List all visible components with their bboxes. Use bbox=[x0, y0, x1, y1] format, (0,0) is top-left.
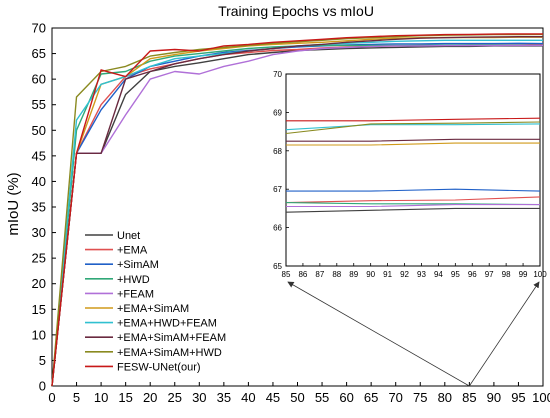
zoom-arrow-right bbox=[469, 281, 540, 387]
zoom-connectors bbox=[287, 281, 540, 387]
series-line-8 bbox=[51, 36, 543, 387]
x-tick-label: 5 bbox=[73, 390, 80, 405]
inset-series-line-10 bbox=[286, 117, 541, 122]
x-tick-label: 0 bbox=[48, 390, 55, 405]
inset-series-line-2 bbox=[285, 196, 541, 204]
y-tick-label: 60 bbox=[32, 72, 46, 87]
y-tick-label: 0 bbox=[39, 379, 46, 394]
x-tick-label: 30 bbox=[192, 390, 206, 405]
zoom-arrow-left bbox=[287, 281, 470, 387]
y-tick-label: 45 bbox=[32, 148, 46, 163]
inset-series-line-8 bbox=[286, 138, 540, 142]
x-tick-label: 45 bbox=[266, 390, 280, 405]
x-tick-label: 80 bbox=[438, 390, 452, 405]
x-tick-label: 20 bbox=[143, 390, 157, 405]
inset-y-tick-label: 65 bbox=[273, 262, 282, 271]
inset-x-tick-label: 94 bbox=[434, 270, 443, 279]
inset-series-line-3 bbox=[286, 188, 541, 192]
inset-x-tick-label: 92 bbox=[400, 270, 409, 279]
y-tick-label: 10 bbox=[32, 327, 46, 342]
x-tick-label: 75 bbox=[413, 390, 427, 405]
legend-label-5: +FEAM bbox=[117, 288, 154, 300]
inset-x-tick-label: 93 bbox=[417, 270, 426, 279]
inset-x-tick-label: 98 bbox=[502, 270, 511, 279]
inset-x-tick-label: 90 bbox=[366, 270, 375, 279]
series-line-10 bbox=[51, 33, 543, 387]
legend-label-3: +SimAM bbox=[117, 259, 159, 271]
chart-title: Training Epochs vs mIoU bbox=[218, 3, 374, 19]
y-tick-label: 20 bbox=[32, 276, 46, 291]
legend-label-9: +EMA+SimAM+HWD bbox=[117, 347, 222, 359]
legend-label-4: +HWD bbox=[117, 274, 150, 286]
inset-x-tick-label: 100 bbox=[533, 270, 547, 279]
y-tick-label: 40 bbox=[32, 174, 46, 189]
x-tick-label: 25 bbox=[168, 390, 182, 405]
legend-label-1: Unet bbox=[117, 230, 140, 242]
inset-y-tick-label: 67 bbox=[273, 185, 282, 194]
x-tick-label: 70 bbox=[388, 390, 402, 405]
y-tick-label: 70 bbox=[32, 21, 46, 36]
legend-label-2: +EMA bbox=[117, 245, 148, 257]
inset-plot-area: 85 86 87 88 89 90 91 92 93 94 95 96 97 98 99 100 65 66 67 6… bbox=[273, 70, 547, 279]
x-tick-label: 10 bbox=[94, 390, 108, 405]
inset-x-tick-label: 89 bbox=[349, 270, 358, 279]
y-tick-label: 50 bbox=[32, 123, 46, 138]
series-line-3 bbox=[51, 42, 544, 387]
x-tick-label: 95 bbox=[511, 390, 525, 405]
series-line-5 bbox=[51, 44, 543, 387]
legend-label-8: +EMA+SimAM+FEAM bbox=[117, 332, 226, 344]
inset-y-tick-label: 70 bbox=[273, 70, 282, 79]
x-tick-label: 65 bbox=[364, 390, 378, 405]
x-tick-label: 15 bbox=[118, 390, 132, 405]
y-tick-label: 35 bbox=[32, 200, 46, 215]
y-axis-label: mIoU (%) bbox=[5, 172, 22, 235]
x-tick-label: 55 bbox=[315, 390, 329, 405]
main-plot-area: 0 5 10 15 20 25 30 35 40 45 50 55 60 65 70 75 80 85 90 95 10… bbox=[32, 21, 550, 406]
x-tick-label: 50 bbox=[290, 390, 304, 405]
inset-x-tick-label: 87 bbox=[315, 270, 324, 279]
inset-y-tick-label: 68 bbox=[273, 147, 282, 156]
inset-series-line-6 bbox=[286, 142, 540, 146]
legend-label-10: FESW-UNet(our) bbox=[117, 361, 201, 373]
inset-x-tick-label: 85 bbox=[282, 270, 291, 279]
legend: Unet+EMA+SimAM+HWD+FEAM+EMA+SimAM+EMA+HW… bbox=[85, 230, 226, 373]
y-tick-label: 5 bbox=[39, 353, 46, 368]
inset-x-tick-label: 86 bbox=[298, 270, 307, 279]
inset-frame bbox=[285, 73, 541, 267]
legend-label-6: +EMA+SimAM bbox=[117, 303, 189, 315]
x-tick-label: 85 bbox=[462, 390, 476, 405]
inset-x-tick-label: 91 bbox=[383, 270, 392, 279]
x-tick-label: 100 bbox=[532, 390, 550, 405]
legend-label-7: +EMA+HWD+FEAM bbox=[117, 318, 217, 330]
inset-series-line-9 bbox=[285, 121, 541, 135]
x-tick-label: 40 bbox=[241, 390, 255, 405]
x-tick-label: 35 bbox=[217, 390, 231, 405]
inset-x-tick-label: 88 bbox=[332, 270, 341, 279]
inset-y-tick-label: 69 bbox=[273, 108, 282, 117]
x-tick-label: 90 bbox=[487, 390, 501, 405]
inset-x-tick-label: 97 bbox=[485, 270, 494, 279]
inset-y-tick-label: 66 bbox=[273, 224, 282, 233]
y-tick-label: 30 bbox=[32, 225, 46, 240]
inset-series-line-1 bbox=[285, 207, 540, 213]
x-tick-label: 60 bbox=[339, 390, 353, 405]
y-tick-label: 65 bbox=[32, 46, 46, 61]
inset-x-tick-label: 95 bbox=[451, 270, 460, 279]
inset-series-line-7 bbox=[285, 123, 541, 131]
inset-series-line-5 bbox=[286, 204, 540, 208]
y-tick-label: 15 bbox=[32, 302, 46, 317]
y-tick-label: 55 bbox=[32, 97, 46, 112]
inset-x-tick-label: 96 bbox=[468, 270, 477, 279]
y-tick-label: 25 bbox=[32, 251, 46, 266]
inset-x-tick-label: 99 bbox=[519, 270, 528, 279]
